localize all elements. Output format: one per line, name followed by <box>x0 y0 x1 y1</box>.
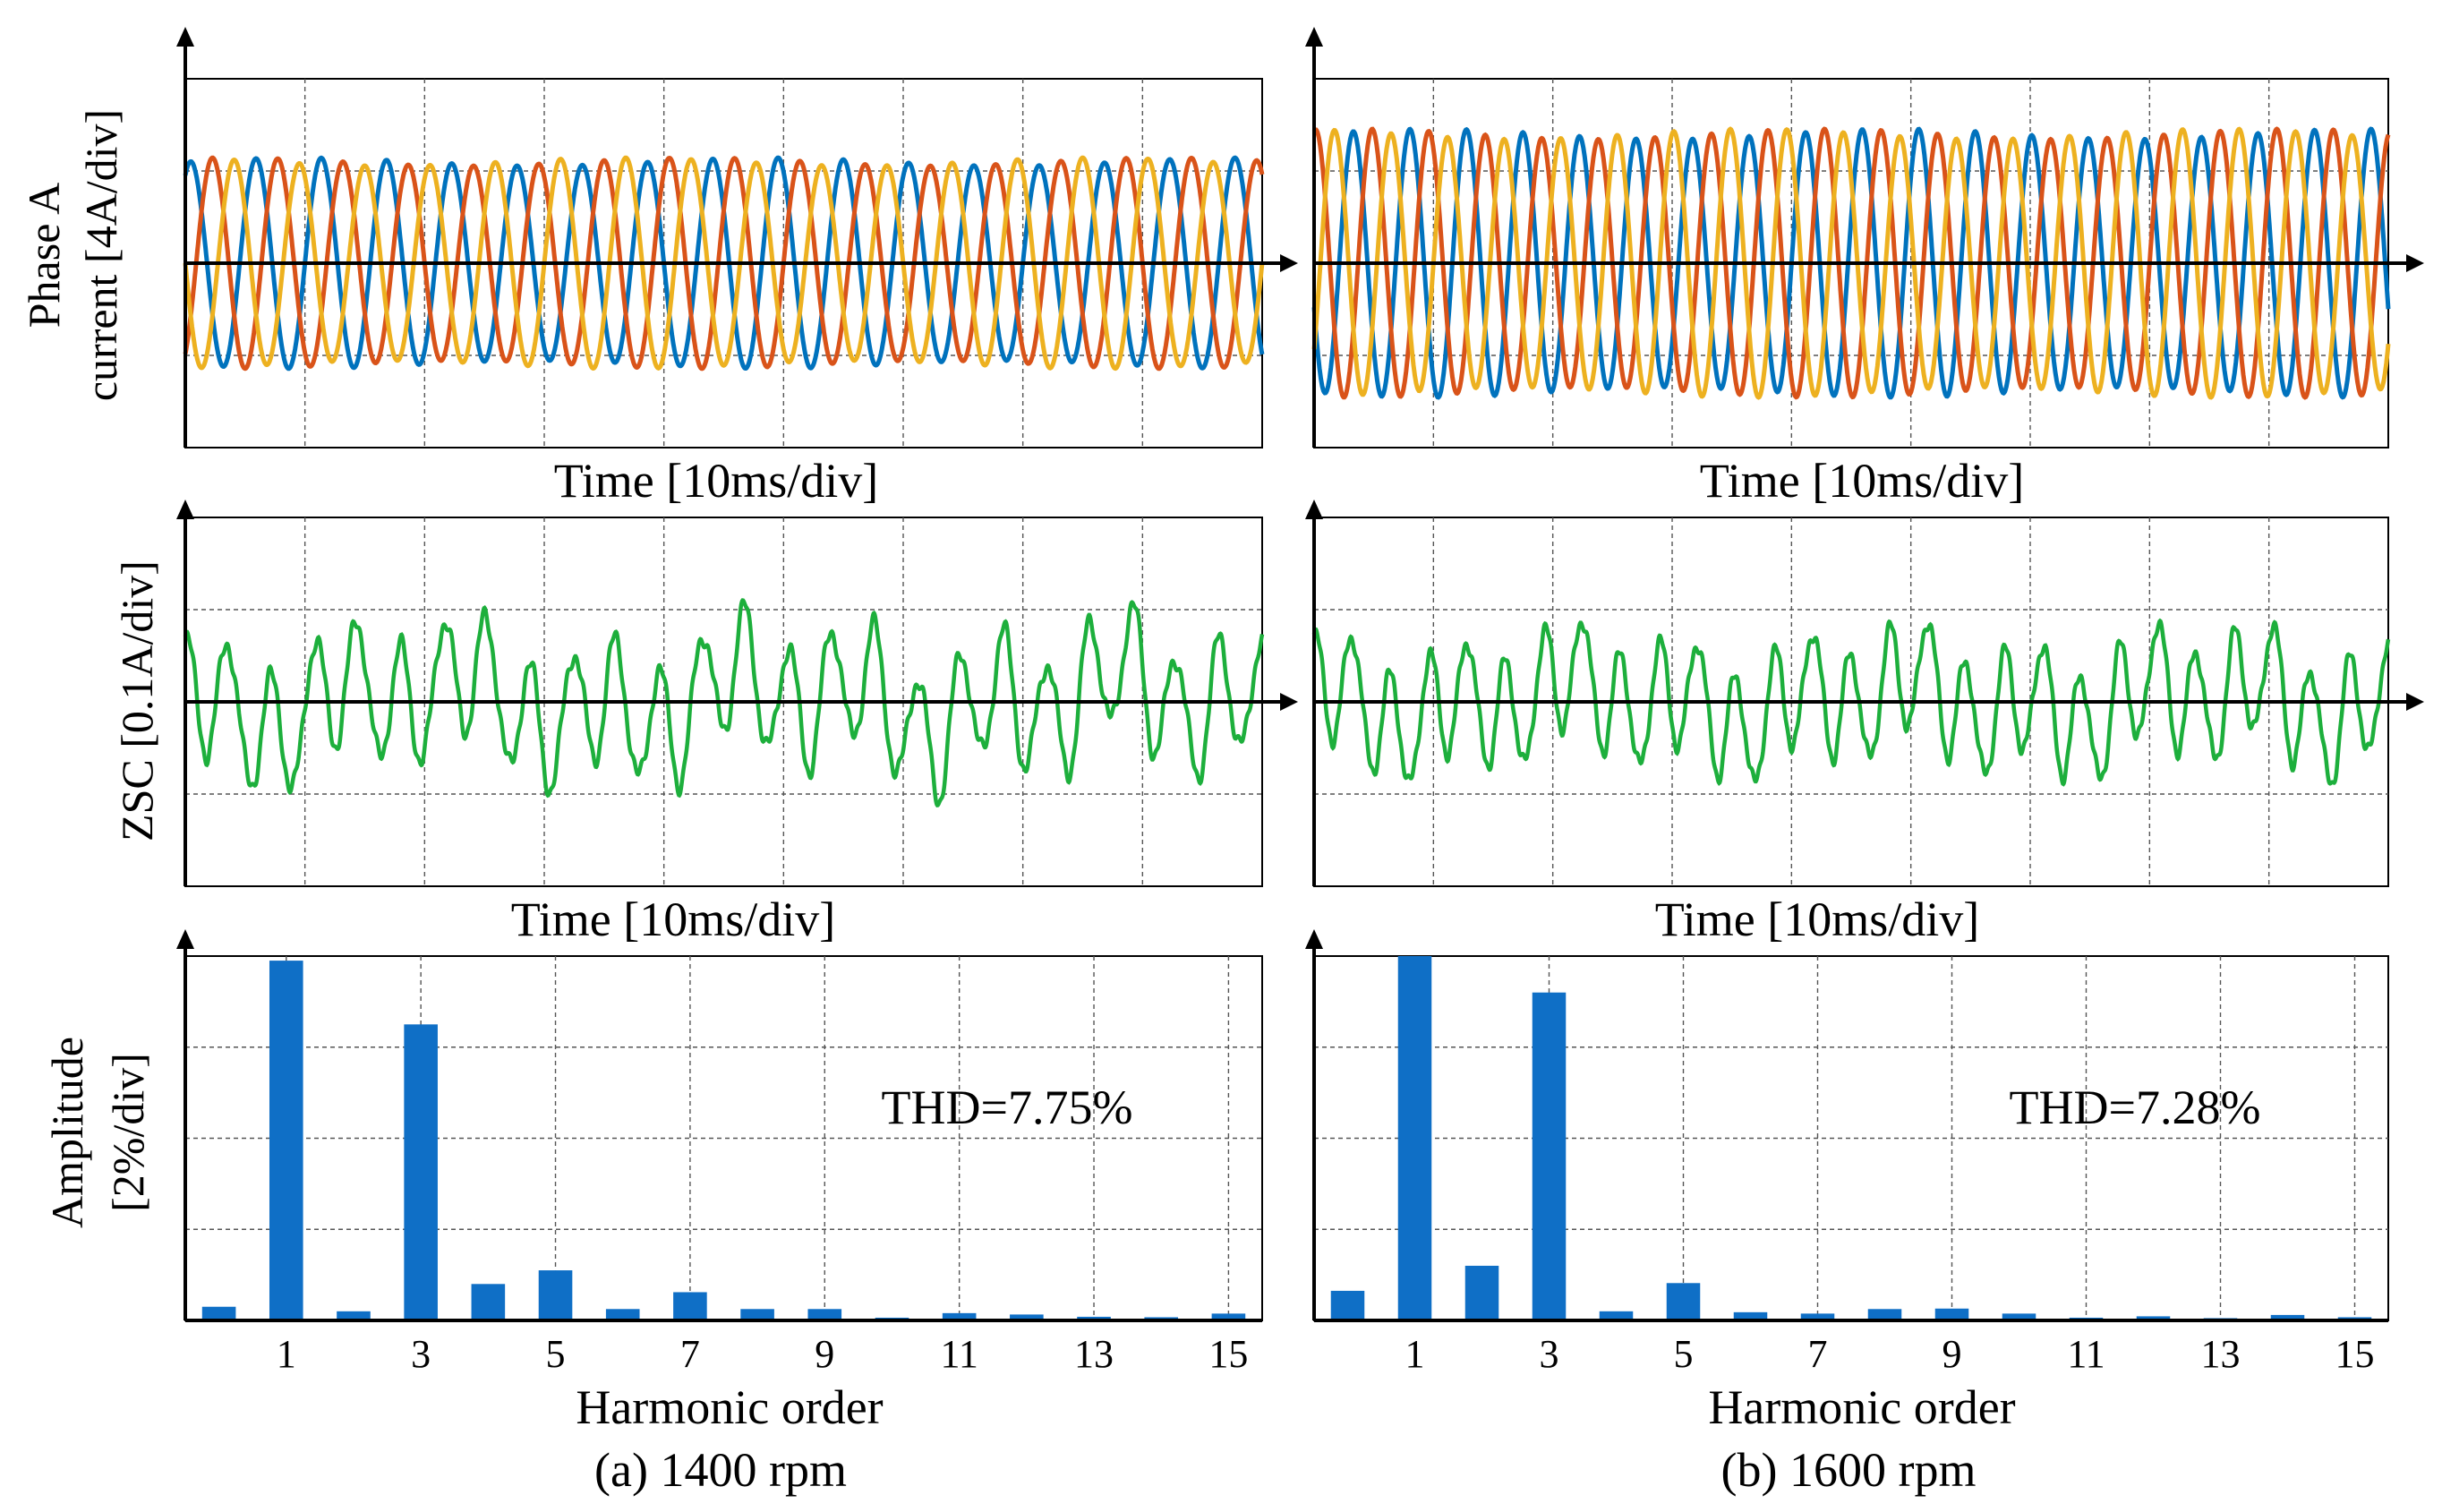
xlabel-time-phase-1400: Time [10ms/div] <box>554 454 879 508</box>
ylabel-phase-line1: Phase A <box>19 183 69 329</box>
x-tick-label: 11 <box>2067 1332 2105 1376</box>
ylabel-zsc: ZSC [0.1A/div] <box>112 560 162 841</box>
y-axis-arrow <box>176 500 194 519</box>
x-tick-label: 3 <box>411 1332 431 1376</box>
x-tick-label: 13 <box>1074 1332 1114 1376</box>
xlabel-harmonic-1400: Harmonic order <box>576 1380 883 1434</box>
series-line-phase-c <box>183 155 1265 372</box>
x-tick-label: 7 <box>1808 1332 1828 1376</box>
bar-harmonic-5 <box>538 1270 573 1320</box>
bar-harmonic-4 <box>471 1284 506 1320</box>
bar-harmonic-13 <box>1077 1316 1111 1320</box>
caption-left: (a) 1400 rpm <box>594 1443 847 1497</box>
bar-harmonic-10 <box>2002 1313 2036 1320</box>
x-tick-label: 13 <box>2201 1332 2241 1376</box>
xlabel-time-zsc-1600: Time [10ms/div] <box>1655 893 1980 946</box>
x-tick-label: 9 <box>815 1332 834 1376</box>
series-line-phase-b <box>183 155 1265 372</box>
x-tick-label: 9 <box>1942 1332 1962 1376</box>
bar-harmonic-7 <box>673 1292 707 1320</box>
y-axis-arrow <box>1305 929 1323 949</box>
x-tick-label: 5 <box>546 1332 566 1376</box>
caption-right: (b) 1600 rpm <box>1721 1443 1977 1497</box>
x-tick-label: 15 <box>1208 1332 1248 1376</box>
x-tick-label: 15 <box>2335 1332 2375 1376</box>
thd-annotation-1600: THD=7.28% <box>2010 1081 2261 1134</box>
series-line-phase-a <box>1311 126 2391 400</box>
bar-harmonic-3 <box>404 1024 438 1320</box>
series-line-zsc <box>1311 618 2391 787</box>
thd-annotation-1400: THD=7.75% <box>882 1081 1133 1134</box>
bar-harmonic-8 <box>740 1309 774 1320</box>
bar-harmonic-6 <box>605 1309 640 1320</box>
x-axis-arrow <box>2406 254 2424 272</box>
bar-harmonic-12 <box>2136 1316 2171 1320</box>
ylabel-amplitude-line1: Amplitude <box>42 1037 92 1228</box>
xlabel-time-phase-1600: Time [10ms/div] <box>1700 454 2025 508</box>
bar-harmonic-11 <box>942 1312 977 1320</box>
bar-harmonic-0 <box>201 1306 236 1320</box>
x-axis-arrow <box>1280 693 1298 711</box>
y-axis-arrow <box>176 27 194 47</box>
y-axis-arrow <box>1305 500 1323 519</box>
bar-harmonic-1 <box>269 961 303 1320</box>
x-tick-label: 5 <box>1674 1332 1694 1376</box>
bar-harmonic-2 <box>337 1311 371 1320</box>
bar-harmonic-9 <box>1934 1308 1969 1320</box>
series-line-phase-c <box>1311 126 2391 400</box>
y-axis-arrow <box>176 929 194 949</box>
xlabel-time-zsc-1400: Time [10ms/div] <box>511 893 836 946</box>
series-line-phase-b <box>1311 126 2391 400</box>
series-line-zsc <box>183 598 1265 807</box>
bar-harmonic-8 <box>1867 1309 1902 1320</box>
ylabel-phase-line2: current [4A/div] <box>76 109 126 401</box>
bar-harmonic-1 <box>1397 956 1432 1320</box>
bar-harmonic-14 <box>2270 1314 2305 1320</box>
x-tick-label: 3 <box>1540 1332 1559 1376</box>
phase-current-panel-1600rpm <box>1305 27 2424 448</box>
phase-current-panel-1400rpm <box>176 27 1298 448</box>
bar-harmonic-15 <box>1211 1313 1246 1320</box>
x-tick-label: 1 <box>277 1332 296 1376</box>
x-axis-arrow <box>2406 693 2424 711</box>
x-tick-label: 1 <box>1405 1332 1425 1376</box>
ylabel-amplitude-line2: [2%/div] <box>103 1053 153 1212</box>
bar-harmonic-7 <box>1800 1313 1835 1320</box>
zsc-panel-1600rpm <box>1305 500 2424 887</box>
bar-harmonic-3 <box>1532 992 1567 1320</box>
x-tick-label: 7 <box>680 1332 700 1376</box>
bar-harmonic-9 <box>807 1309 842 1320</box>
bar-harmonic-12 <box>1010 1314 1044 1320</box>
y-axis-arrow <box>1305 27 1323 47</box>
bar-harmonic-6 <box>1733 1311 1768 1320</box>
spectrum-panel-1600rpm: 1 3 5 7 9 11 13 15 <box>1305 929 2389 1376</box>
bar-harmonic-5 <box>1666 1283 1701 1320</box>
spectrum-panel-1400rpm: 1 3 5 7 9 11 13 15 <box>176 929 1263 1376</box>
bar-harmonic-0 <box>1330 1290 1365 1320</box>
zsc-panel-1400rpm <box>176 500 1298 887</box>
bar-harmonic-2 <box>1464 1265 1499 1320</box>
x-axis-arrow <box>1280 254 1298 272</box>
xlabel-harmonic-1600: Harmonic order <box>1708 1380 2015 1434</box>
bar-harmonic-4 <box>1599 1311 1634 1320</box>
x-tick-label: 11 <box>940 1332 978 1376</box>
